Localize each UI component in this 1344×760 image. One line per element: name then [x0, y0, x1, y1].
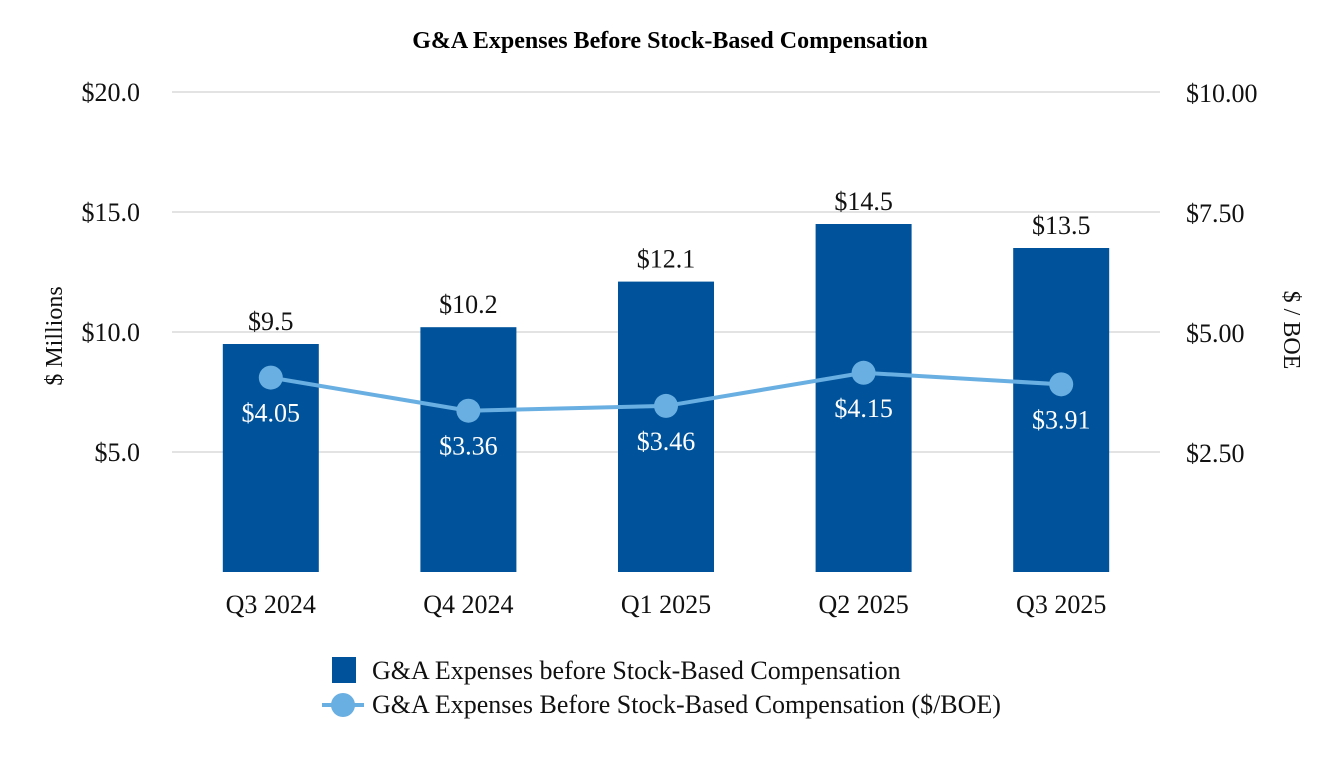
left-axis-label: $ Millions — [42, 286, 68, 385]
bar — [1013, 248, 1110, 572]
right-axis-ticks: $2.50 $5.00 $7.50 $10.00 — [1186, 79, 1258, 468]
chart-title: G&A Expenses Before Stock-Based Compensa… — [412, 28, 928, 54]
line-value-label: $4.15 — [834, 394, 893, 423]
right-tick-label: $10.00 — [1186, 79, 1258, 108]
bar — [815, 224, 912, 572]
x-tick-label: Q2 2025 — [818, 590, 908, 619]
x-axis-ticks: Q3 2024 Q4 2024 Q1 2025 Q2 2025 Q3 2025 — [226, 590, 1107, 619]
line-series: $4.05 $3.36 $3.46 $4.15 $3.91 — [242, 360, 1091, 461]
line-value-label: $4.05 — [242, 399, 301, 428]
line-point — [851, 360, 876, 385]
right-tick-label: $5.00 — [1186, 319, 1245, 348]
line-point — [456, 398, 481, 423]
line-value-label: $3.91 — [1032, 405, 1091, 434]
x-tick-label: Q1 2025 — [621, 590, 711, 619]
line-point — [1049, 372, 1074, 397]
bar-value-labels: $9.5 $10.2 $12.1 $14.5 $13.5 — [248, 187, 1090, 336]
x-tick-label: Q3 2024 — [226, 590, 316, 619]
line-value-label: $3.36 — [439, 432, 498, 461]
left-axis-ticks: $5.0 $10.0 $15.0 $20.0 — [82, 78, 141, 467]
left-tick-label: $10.0 — [82, 318, 141, 347]
x-tick-label: Q4 2024 — [423, 590, 513, 619]
bar-value-label: $12.1 — [637, 245, 696, 274]
bar-value-label: $14.5 — [834, 187, 893, 216]
bar — [618, 281, 714, 572]
left-tick-label: $5.0 — [95, 438, 141, 467]
line-value-label: $3.46 — [637, 427, 696, 456]
legend-line-label: G&A Expenses Before Stock-Based Compensa… — [372, 690, 1001, 719]
right-axis-label: $ / BOE — [1278, 291, 1304, 370]
left-tick-label: $20.0 — [82, 78, 141, 107]
bar-value-label: $9.5 — [248, 307, 294, 336]
legend-line-marker — [331, 693, 355, 717]
legend: G&A Expenses before Stock-Based Compensa… — [322, 656, 1001, 719]
x-tick-label: Q3 2025 — [1016, 590, 1106, 619]
bar — [420, 327, 517, 572]
legend-bar-swatch — [332, 657, 356, 683]
bar-value-label: $13.5 — [1032, 211, 1091, 240]
legend-bar-label: G&A Expenses before Stock-Based Compensa… — [372, 656, 901, 685]
right-tick-label: $7.50 — [1186, 199, 1245, 228]
left-tick-label: $15.0 — [82, 198, 141, 227]
line-point — [258, 365, 283, 390]
bar-value-label: $10.2 — [439, 290, 498, 319]
line-point — [654, 393, 678, 418]
right-tick-label: $2.50 — [1186, 439, 1245, 468]
